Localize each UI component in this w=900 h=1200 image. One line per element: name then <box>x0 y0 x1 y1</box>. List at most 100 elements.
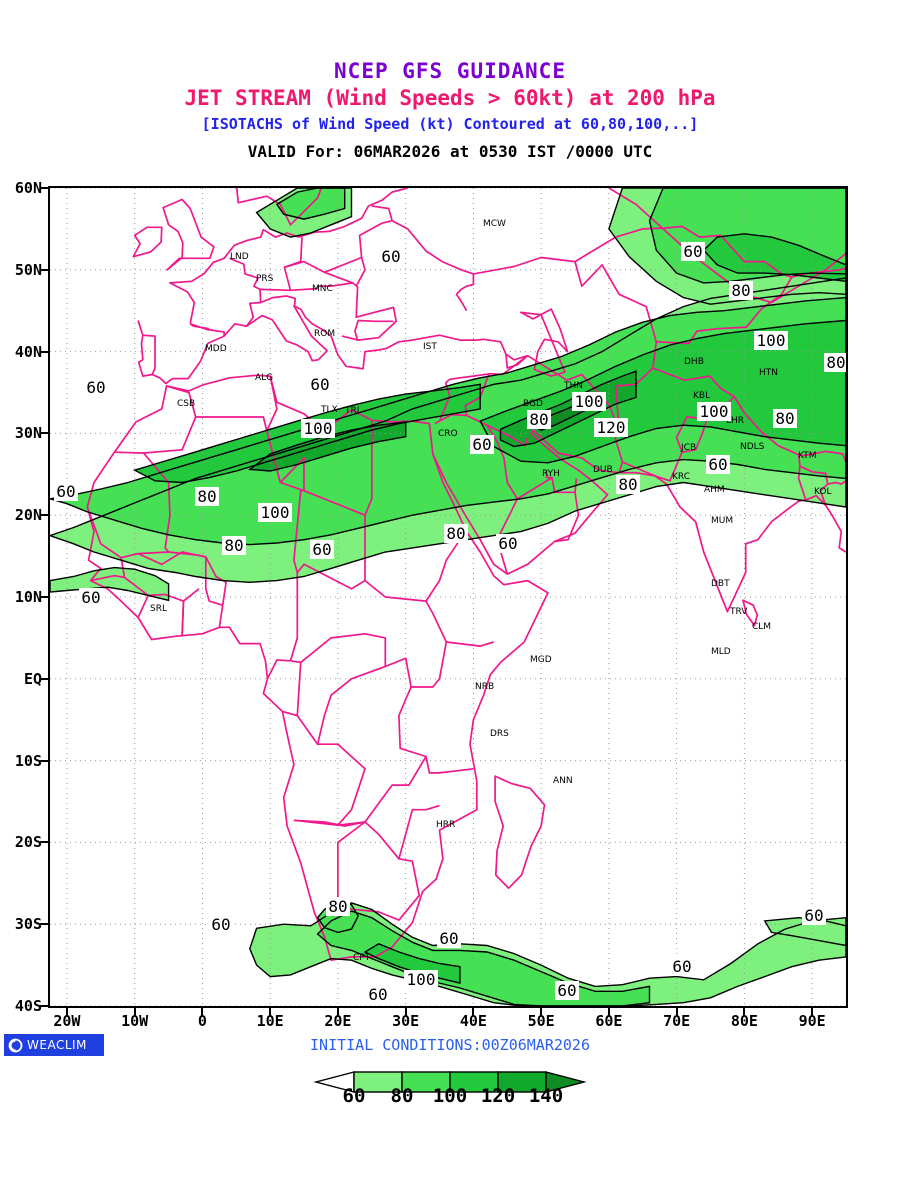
contour-label-bg <box>195 487 219 506</box>
contour-value-label: 80 <box>328 897 347 916</box>
lon-tick-mark <box>133 1008 136 1016</box>
city-label: HTN <box>759 368 778 378</box>
contour-label-bg <box>802 906 826 925</box>
contour-value-label: 60 <box>381 247 400 266</box>
contour-label-bg <box>754 331 788 350</box>
lon-tick-label: 10W <box>121 1012 149 1030</box>
city-label: CLM <box>752 622 771 632</box>
city-label: SRL <box>150 604 167 614</box>
lat-tick-mark <box>40 759 48 762</box>
contour-label-bg <box>527 410 551 429</box>
colorbar-swatches <box>313 1071 587 1093</box>
lat-tick-label: 10S <box>14 751 42 770</box>
lat-tick-mark <box>40 350 48 353</box>
city-label: KTM <box>798 451 816 461</box>
contour-value-label: 100 <box>261 503 290 522</box>
lat-tick-label: 20N <box>14 506 42 525</box>
contour-value-label: 100 <box>757 331 786 350</box>
contour-value-label: 100 <box>700 402 729 421</box>
contour-value-label: 80 <box>826 353 845 372</box>
contour-value-label: 100 <box>407 970 436 989</box>
city-label: MGD <box>530 655 552 665</box>
contour-label-bg <box>222 536 246 555</box>
lat-tick-mark <box>40 1005 48 1007</box>
city-label: MUM <box>711 516 733 526</box>
contour-value-label: 80 <box>224 536 243 555</box>
lon-tick-label: 10E <box>256 1012 284 1030</box>
city-label: AHM <box>704 485 725 495</box>
contour-label-bg <box>308 375 332 394</box>
city-label: CSB <box>177 399 195 409</box>
city-label: KRC <box>672 472 690 482</box>
chart-subtitle: JET STREAM (Wind Speeds > 60kt) at 200 h… <box>184 86 716 110</box>
page-title: NCEP GFS GUIDANCE <box>334 59 566 83</box>
contour-label-bg <box>258 503 292 522</box>
city-label: TRI <box>344 406 359 416</box>
contour-label-bg <box>697 402 731 421</box>
contour-label-bg <box>572 392 606 411</box>
contour-label-bg <box>470 435 494 454</box>
contour-value-label: 100 <box>575 392 604 411</box>
city-labels: MCW LND PRS MNC ROM IST MDD ALG THN CSB TLX TRI BGD D… <box>150 219 832 963</box>
lat-tick-label: 60N <box>14 179 42 197</box>
lon-tick-label: 0 <box>197 1012 207 1030</box>
city-label: IST <box>423 342 437 352</box>
city-label: DHB <box>684 357 704 367</box>
lon-tick-label: 40E <box>459 1012 487 1030</box>
lon-tick-label: 20E <box>324 1012 352 1030</box>
city-label: PRS <box>256 274 274 284</box>
lon-tick-label: 80E <box>730 1012 758 1030</box>
city-label: ANN <box>553 776 573 786</box>
lat-tick-mark <box>40 677 48 680</box>
colorbar-tick: 120 <box>480 1085 516 1107</box>
city-label: MDD <box>205 344 227 354</box>
contour-value-label: 60 <box>439 929 458 948</box>
lon-tick-mark <box>404 1008 407 1016</box>
city-label: BGD <box>523 399 543 409</box>
city-label: CRO <box>438 429 458 439</box>
city-label: RYH <box>542 469 560 479</box>
map-frame: MCW LND PRS MNC ROM IST MDD ALG THN CSB TLX TRI BGD D… <box>48 186 848 1008</box>
lat-tick-mark <box>40 923 48 926</box>
city-label: JCB <box>680 443 696 453</box>
contour-value-label: 60 <box>672 957 691 976</box>
contour-value-label: 60 <box>557 981 576 1000</box>
lon-tick-label: 90E <box>798 1012 826 1030</box>
colorbar-tick: 60 <box>342 1085 366 1107</box>
lon-tick-mark <box>336 1008 339 1016</box>
lat-tick-mark <box>40 187 48 189</box>
contour-value-label: 60 <box>498 534 517 553</box>
lat-tick-label: 20S <box>14 833 42 852</box>
city-label: KBL <box>693 391 710 401</box>
lat-tick-label: 40N <box>14 342 42 361</box>
lat-tick-label: 30S <box>14 915 42 934</box>
contour-label-bg <box>366 985 390 1004</box>
map-container: MCW LND PRS MNC ROM IST MDD ALG THN CSB TLX TRI BGD D… <box>15 179 848 1030</box>
lat-tick-mark <box>40 268 48 271</box>
city-label: DRS <box>490 729 509 739</box>
contour-value-label: 120 <box>597 418 626 437</box>
contour-label-bg <box>616 475 640 494</box>
contour-value-label: 80 <box>618 475 637 494</box>
lon-tick-mark <box>269 1008 272 1016</box>
contour-label-bg <box>326 897 350 916</box>
contour-label-bg <box>444 524 468 543</box>
lat-tick-label: 40S <box>14 997 42 1015</box>
contour-label-bg <box>594 418 628 437</box>
lon-tick-mark <box>201 1008 204 1016</box>
city-label: MNC <box>312 284 333 294</box>
contour-value-label: 60 <box>86 378 105 397</box>
contour-label-bg <box>706 455 730 474</box>
city-label: ALG <box>255 373 273 383</box>
city-label: CPT <box>353 953 371 963</box>
contour-value-labels: 60 60 80 100 80 60 60 100 80 100 80 100 120 60 60 60 80 8… <box>54 242 846 1004</box>
lon-tick-mark <box>675 1008 678 1016</box>
lon-tick-mark <box>65 1008 68 1016</box>
weaclim-logo[interactable]: WEACLIM <box>4 1034 104 1056</box>
city-label: TRV <box>729 607 748 617</box>
city-label: KOL <box>814 487 832 497</box>
lat-tick-label: 30N <box>14 424 42 443</box>
contour-value-label: 100 <box>304 419 333 438</box>
contour-value-label: 80 <box>446 524 465 543</box>
lon-tick-label: 60E <box>595 1012 623 1030</box>
